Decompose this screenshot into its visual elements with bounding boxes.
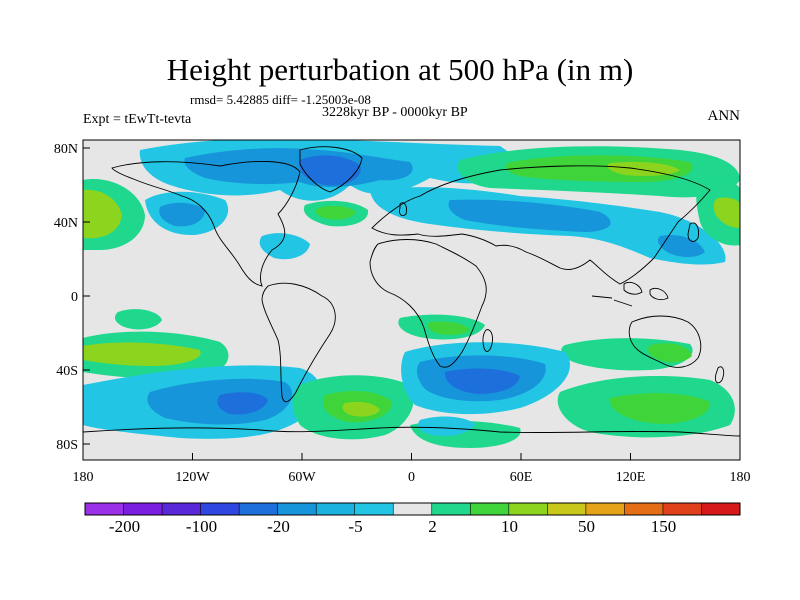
colorbar-frame — [84, 502, 741, 516]
colorbar-swatch — [354, 503, 394, 515]
lat-label-0: 0 — [71, 290, 78, 305]
contour-neg-antarctic — [418, 416, 475, 436]
colorbar-swatch — [585, 503, 625, 515]
rmsd-diff-stats: rmsd= 5.42885 diff= -1.25003e-08 — [190, 92, 371, 107]
lon-label-60w: 60W — [288, 470, 316, 485]
experiment-label: Expt = tEwTt-tevta — [83, 112, 192, 127]
plot-title: Height perturbation at 500 hPa (in m) — [166, 52, 634, 87]
field-layer — [83, 140, 740, 460]
coastlines — [83, 146, 740, 437]
season-label: ANN — [707, 108, 741, 124]
contour-neg-spac-core — [217, 392, 268, 415]
time-period-label: 3228kyr BP - 0000kyr BP — [322, 105, 468, 120]
contour-pos-africa-core — [428, 321, 470, 335]
colorbar-label-50: 50 — [578, 517, 595, 536]
contour-neg-eurasia-core — [448, 199, 611, 232]
colorbar-swatch — [316, 503, 356, 515]
coast-japan — [687, 222, 699, 242]
colorbar-swatch — [393, 503, 433, 515]
colorbar-swatch — [508, 503, 548, 515]
colorbar-label-2: 2 — [428, 517, 437, 536]
lat-ticks — [83, 147, 90, 445]
colorbar-swatch — [200, 503, 240, 515]
contour-pos-npac-west-core — [83, 189, 122, 239]
lon-label-180e: 180 — [730, 470, 751, 485]
colorbar-swatch — [431, 503, 471, 515]
lat-label-40n: 40N — [54, 216, 78, 231]
contour-neg-npac-core — [159, 202, 205, 227]
coast-australia — [628, 315, 702, 368]
lon-label-60e: 60E — [510, 470, 533, 485]
contour-pos-southern-core — [609, 393, 711, 424]
lat-labels: 80N 40N 0 40S 80S — [54, 142, 78, 453]
lon-label-0: 0 — [408, 470, 415, 485]
colorbar-swatch — [239, 503, 278, 515]
lon-label-120e: 120E — [616, 470, 646, 485]
coast-greenland — [299, 146, 363, 193]
colorbar-label-neg100: -100 — [185, 517, 218, 536]
contour-pos-natlantic-core — [315, 205, 356, 220]
contour-pos-aus — [647, 343, 692, 363]
coast-indonesia — [591, 281, 669, 307]
contour-pos-epac — [114, 309, 162, 330]
lat-label-80s: 80S — [56, 438, 78, 453]
contour-pos-nasia-max — [607, 161, 680, 176]
coast-africa — [369, 239, 487, 368]
colorbar-swatch — [85, 503, 124, 515]
coast-north-america — [111, 161, 301, 287]
colorbar-swatch — [162, 503, 201, 515]
contour-neg-greenland — [299, 155, 361, 186]
colorbar-label-150: 150 — [650, 517, 677, 536]
colorbar-label-neg5: -5 — [348, 517, 363, 536]
lon-label-120w: 120W — [175, 470, 210, 485]
lon-label-180w: 180 — [73, 470, 94, 485]
colorbar-label-10: 10 — [501, 517, 518, 536]
coast-south-america — [261, 282, 336, 403]
colorbar-swatch — [277, 503, 317, 515]
colorbar-label-neg200: -200 — [108, 517, 141, 536]
lat-label-80n: 80N — [54, 142, 78, 157]
colorbar-swatch — [662, 503, 702, 515]
coast-uk — [399, 202, 407, 217]
colorbar-swatch — [123, 503, 163, 515]
colorbar — [85, 503, 741, 515]
colorbar-swatch — [624, 503, 664, 515]
contour-pos-spac-west-core — [83, 342, 201, 366]
contour-pos-npac-east-core — [713, 197, 740, 228]
contour-pos-satlantic-max — [342, 401, 380, 417]
colorbar-label-neg20: -20 — [267, 517, 290, 536]
lon-ticks — [82, 453, 741, 460]
colorbar-swatch — [470, 503, 510, 515]
contour-neg-sindian-core — [444, 368, 520, 394]
coast-madagascar — [482, 329, 493, 352]
coast-eurasia — [371, 165, 711, 285]
colorbar-swatch — [701, 503, 741, 515]
colorbar-swatch — [547, 503, 587, 515]
lon-labels: 180 120W 60W 0 60E 120E 180 — [73, 470, 751, 485]
coast-new-zealand — [715, 366, 725, 384]
contour-neg-japan — [657, 234, 705, 258]
contour-neg-namerica — [259, 233, 310, 260]
coast-antarctica — [83, 426, 740, 437]
lat-label-40s: 40S — [56, 364, 78, 379]
